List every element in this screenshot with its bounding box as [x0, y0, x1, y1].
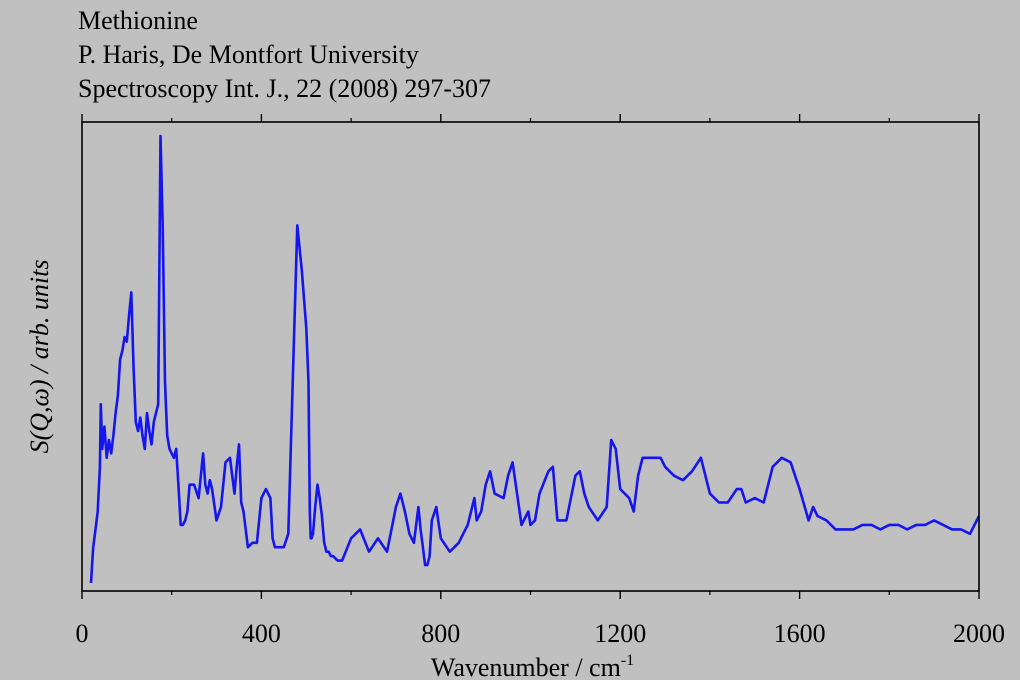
x-tick-label: 800	[421, 619, 460, 648]
spectrum-line	[89, 134, 981, 584]
x-tick-label: 0	[76, 619, 89, 648]
x-tick-label: 2000	[953, 619, 1005, 648]
x-axis-label: Wavenumber / cm-1	[431, 652, 634, 680]
x-axis-label-text: Wavenumber / cm	[431, 653, 621, 680]
chart-title: Methionine	[78, 6, 198, 35]
x-tick-label: 1600	[774, 619, 826, 648]
x-tick-label: 1200	[594, 619, 646, 648]
x-axis-tick-labels: 0 400 800 1200 1600 2000	[76, 619, 1006, 648]
chart-citation: Spectroscopy Int. J., 22 (2008) 297-307	[78, 74, 492, 103]
y-axis-label: S(Q,ω) / arb. units	[25, 260, 54, 454]
chart-header: Methionine P. Haris, De Montfort Univers…	[78, 4, 491, 106]
x-tick-label: 400	[242, 619, 281, 648]
chart-author: P. Haris, De Montfort University	[78, 40, 419, 69]
x-axis-label-superscript: -1	[621, 652, 634, 669]
x-axis-ticks	[81, 114, 980, 599]
plot-frame	[81, 121, 980, 592]
